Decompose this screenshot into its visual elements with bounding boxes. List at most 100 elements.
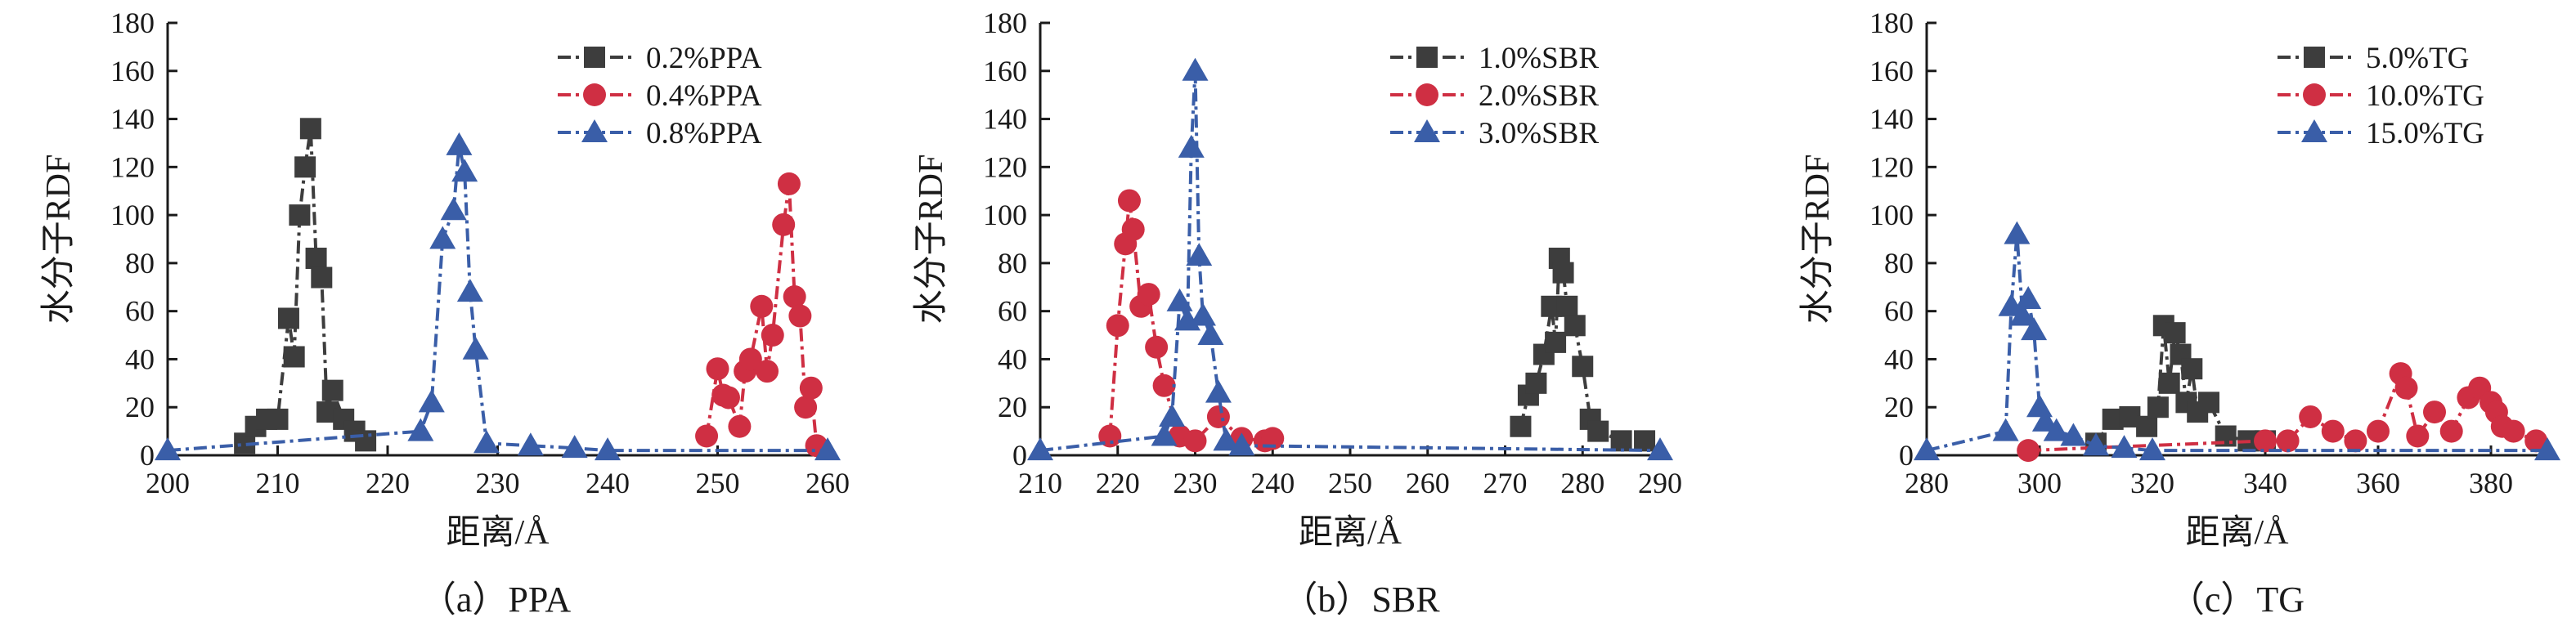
data-point (1186, 243, 1213, 266)
x-tick-label: 220 (1096, 467, 1140, 499)
data-point (2021, 317, 2048, 341)
data-point (299, 118, 321, 140)
series-line (167, 145, 828, 453)
legend-label: 3.0%SBR (1479, 117, 1599, 150)
series-3.0%SBR (1027, 57, 1673, 461)
data-point (1545, 331, 1567, 353)
data-point (2009, 302, 2036, 326)
data-point (1998, 293, 2025, 316)
y-tick-label: 20 (125, 391, 155, 423)
y-tick-label: 120 (1869, 150, 1914, 183)
data-point (2198, 392, 2219, 414)
y-tick-label: 80 (1884, 247, 1914, 280)
data-point (2031, 408, 2058, 432)
data-point (1189, 302, 1216, 326)
data-point (1145, 335, 1169, 359)
y-axis-label: 水分子RDF (913, 154, 950, 324)
data-point (1228, 432, 1255, 456)
y-tick-label: 0 (1012, 439, 1027, 472)
data-point (2181, 358, 2203, 380)
legend: 5.0%TG 10.0%TG 15.0%TG (2278, 42, 2484, 150)
data-point (2367, 419, 2390, 443)
x-tick-label: 380 (2469, 467, 2513, 499)
legend-marker (2303, 83, 2326, 106)
data-point (355, 430, 377, 452)
data-point (1610, 430, 1632, 452)
y-tick-label: 40 (1884, 342, 1914, 375)
data-point (738, 347, 762, 371)
y-tick-label: 20 (1884, 391, 1914, 423)
data-point (1183, 429, 1207, 453)
data-point (799, 376, 823, 400)
data-point (728, 414, 752, 438)
data-point (2439, 419, 2463, 443)
y-tick-label: 180 (110, 7, 155, 39)
data-point (289, 204, 311, 226)
data-point (2004, 221, 2031, 244)
data-point (2406, 424, 2430, 448)
data-point (1117, 189, 1141, 213)
legend-label: 15.0%TG (2366, 117, 2484, 150)
data-point (1510, 415, 1532, 437)
data-point (1178, 134, 1205, 158)
legend-marker (1416, 83, 1438, 106)
data-point (473, 430, 500, 454)
y-tick-label: 60 (1884, 295, 1914, 328)
data-point (311, 266, 333, 289)
y-tick-label: 40 (998, 342, 1027, 375)
x-tick-label: 240 (586, 467, 630, 499)
data-point (2026, 394, 2053, 418)
data-point (1572, 356, 1594, 378)
data-point (1634, 430, 1656, 452)
y-tick-label: 120 (110, 150, 155, 183)
data-point (1206, 405, 1230, 428)
x-tick-label: 360 (2356, 467, 2400, 499)
x-tick-label: 230 (476, 467, 520, 499)
data-point (2534, 437, 2560, 461)
data-point (1556, 295, 1578, 317)
y-tick-label: 140 (1869, 103, 1914, 136)
x-axis-label: 距离/Å (1299, 513, 1402, 552)
data-point (2111, 435, 2138, 459)
data-point (418, 389, 445, 413)
x-tick-label: 260 (1406, 467, 1450, 499)
data-point (2502, 419, 2525, 443)
legend: 1.0%SBR 2.0%SBR 3.0%SBR (1390, 42, 1599, 150)
data-point (2299, 405, 2322, 428)
data-point (2147, 396, 2169, 418)
x-tick-label: 260 (806, 467, 850, 499)
data-point (2017, 439, 2040, 463)
data-point (1159, 403, 1186, 427)
series-0.4%PPA (695, 172, 828, 458)
data-point (794, 396, 818, 419)
data-point (2060, 423, 2087, 446)
chart-panel-3: 0 20 40 60 80 100 120 140 160 180 280 300 320 340 360 3… (1799, 7, 2560, 620)
y-tick-label: 140 (110, 103, 155, 136)
y-tick-label: 100 (1869, 199, 1914, 231)
y-tick-label: 160 (983, 55, 1027, 87)
y-tick-label: 180 (983, 7, 1027, 39)
data-point (788, 304, 812, 328)
panel-caption: （b）SBR (1281, 580, 1440, 620)
y-tick-label: 80 (125, 247, 155, 280)
data-point (1647, 437, 1673, 461)
data-point (561, 435, 588, 459)
data-point (1166, 288, 1193, 311)
y-tick-label: 140 (983, 103, 1027, 136)
data-point (756, 360, 779, 383)
x-tick-label: 210 (256, 467, 300, 499)
x-tick-label: 320 (2130, 467, 2174, 499)
x-tick-label: 280 (1560, 467, 1604, 499)
data-point (2015, 285, 2042, 309)
data-point (750, 294, 774, 318)
data-point (429, 226, 456, 249)
y-tick-label: 80 (998, 247, 1027, 280)
data-point (155, 437, 181, 461)
y-tick-label: 40 (125, 342, 155, 375)
legend-label: 0.2%PPA (646, 42, 762, 75)
legend-label: 0.4%PPA (646, 79, 762, 113)
x-tick-label: 210 (1018, 467, 1062, 499)
x-tick-label: 250 (1328, 467, 1372, 499)
y-tick-label: 180 (1869, 7, 1914, 39)
